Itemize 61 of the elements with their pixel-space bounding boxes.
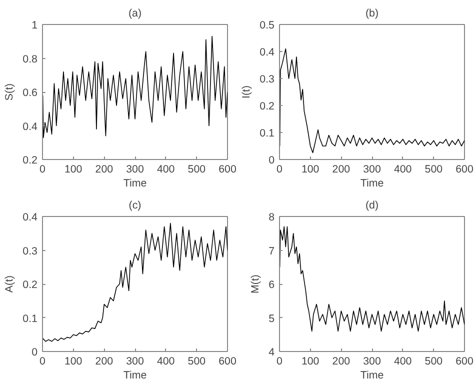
x-axis-title: Time bbox=[360, 178, 384, 190]
y-tick-label: 0.2 bbox=[22, 154, 38, 166]
y-axis-title: M(t) bbox=[250, 274, 262, 294]
y-tick-label: 0.5 bbox=[260, 20, 275, 32]
x-tick-label: 500 bbox=[424, 164, 443, 176]
x-tick-label: 200 bbox=[95, 164, 114, 176]
x-tick-label: 400 bbox=[394, 356, 412, 368]
y-tick-label: 0.4 bbox=[260, 46, 275, 58]
y-axis-title: I(t) bbox=[240, 85, 253, 99]
x-tick-label: 0 bbox=[276, 164, 283, 176]
y-tick-label: 8 bbox=[268, 212, 275, 224]
x-tick-label: 400 bbox=[156, 356, 175, 368]
y-tick-label: 0.3 bbox=[22, 245, 38, 258]
x-tick-label: 0 bbox=[40, 356, 46, 368]
y-tick-label: 5 bbox=[268, 312, 275, 325]
y-tick-label: 1 bbox=[32, 20, 38, 32]
x-tick-label: 600 bbox=[218, 356, 236, 368]
x-tick-label: 200 bbox=[95, 356, 114, 368]
y-tick-label: 0.6 bbox=[22, 87, 38, 99]
y-tick-label: 0.1 bbox=[260, 128, 275, 140]
y-tick-label: 0.3 bbox=[260, 74, 275, 86]
y-axis-title: A(t) bbox=[4, 275, 16, 293]
y-tick-label: 0 bbox=[268, 154, 275, 166]
x-tick-label: 100 bbox=[64, 356, 82, 368]
x-tick-label: 300 bbox=[363, 356, 381, 368]
y-tick-label: 0.2 bbox=[260, 100, 275, 112]
x-tick-label: 500 bbox=[424, 356, 443, 368]
x-tick-label: 400 bbox=[156, 164, 175, 176]
x-tick-label: 600 bbox=[456, 164, 474, 176]
x-tick-label: 300 bbox=[363, 164, 381, 176]
chart-title: (c) bbox=[128, 200, 142, 212]
y-tick-label: 0.2 bbox=[22, 279, 38, 291]
y-axis-title: S(t) bbox=[4, 83, 16, 101]
y-tick-label: 0.8 bbox=[22, 53, 38, 66]
x-tick-label: 100 bbox=[301, 356, 320, 368]
y-tick-label: 4 bbox=[268, 346, 275, 358]
x-axis-title: Time bbox=[360, 370, 384, 382]
x-tick-label: 600 bbox=[456, 356, 474, 368]
y-tick-label: 7 bbox=[268, 245, 275, 258]
x-tick-label: 600 bbox=[218, 164, 236, 176]
x-tick-label: 200 bbox=[332, 356, 350, 368]
y-tick-label: 0.1 bbox=[22, 312, 38, 325]
y-tick-label: 0.4 bbox=[22, 120, 38, 133]
y-tick-label: 6 bbox=[268, 279, 275, 291]
x-tick-label: 100 bbox=[301, 164, 320, 176]
y-tick-label: 0 bbox=[32, 346, 38, 358]
chart-title: (d) bbox=[365, 200, 379, 212]
x-tick-label: 0 bbox=[40, 164, 46, 176]
y-tick-label: 0.4 bbox=[22, 212, 38, 224]
x-tick-label: 300 bbox=[126, 356, 144, 368]
x-tick-label: 500 bbox=[188, 356, 206, 368]
x-tick-label: 300 bbox=[126, 164, 144, 176]
chart-title: (a) bbox=[128, 8, 142, 20]
x-axis-title: Time bbox=[123, 178, 147, 190]
x-tick-label: 400 bbox=[394, 164, 412, 176]
x-tick-label: 500 bbox=[188, 164, 206, 176]
x-tick-label: 100 bbox=[64, 164, 82, 176]
x-tick-label: 0 bbox=[276, 356, 283, 368]
chart-title: (b) bbox=[365, 8, 379, 20]
x-axis-title: Time bbox=[123, 370, 147, 382]
x-tick-label: 200 bbox=[332, 164, 350, 176]
